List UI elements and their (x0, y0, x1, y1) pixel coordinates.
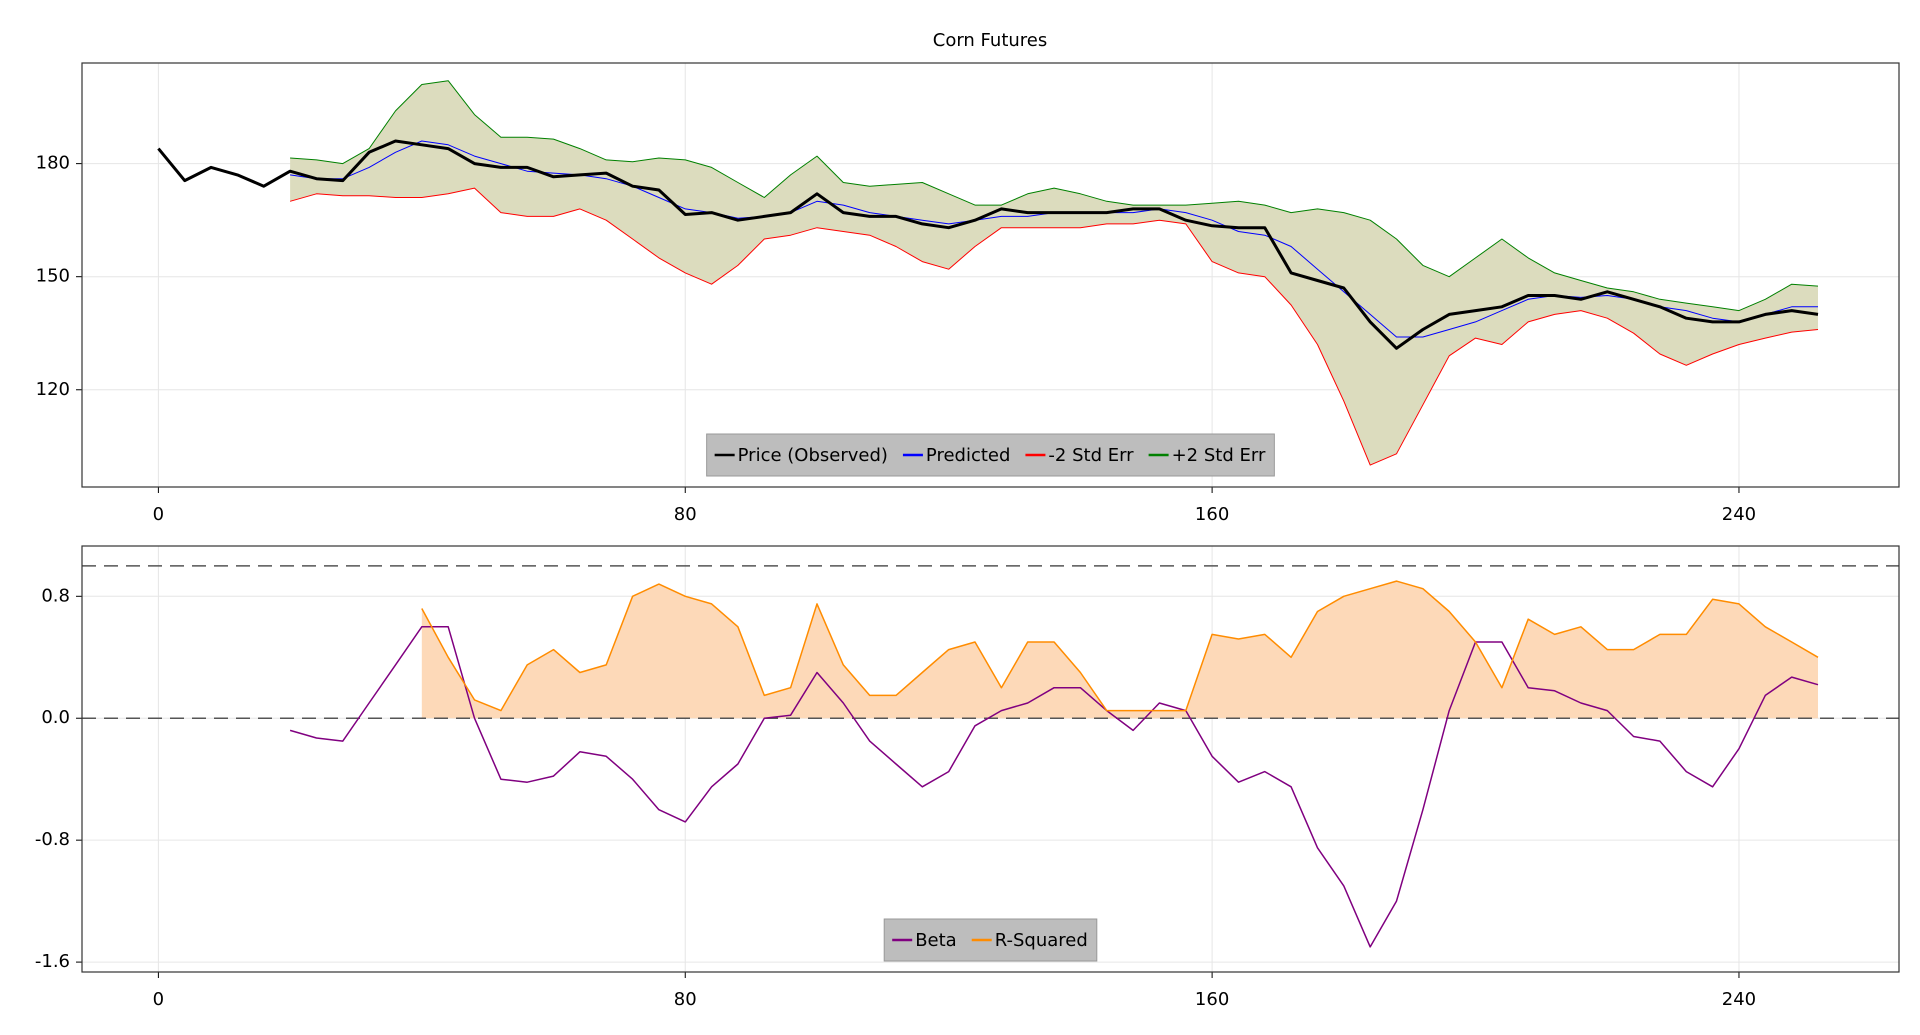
legend-label: Beta (915, 930, 957, 951)
plot-frame (81, 545, 1900, 973)
x-tick-label: 240 (1722, 504, 1756, 525)
legend-box (706, 433, 1275, 477)
y-tick-label: 0.0 (41, 707, 70, 728)
x-tick-label: 240 (1722, 989, 1756, 1010)
x-tick-label: 0 (153, 989, 164, 1010)
legend-label: R-Squared (995, 930, 1088, 951)
x-tick-label: 80 (674, 989, 697, 1010)
legend-label: -2 Std Err (1048, 445, 1134, 466)
series-line (157, 139, 1819, 350)
subplot: 0 80 160 240 -1.6 -0.8 0.0 0.8 Beta R-Squared (35, 545, 1900, 1010)
area-fill (421, 581, 1818, 719)
x-tick-label: 80 (674, 504, 697, 525)
x-tick-label: 160 (1195, 989, 1229, 1010)
y-tick-label: 120 (36, 379, 70, 400)
x-tick-label: 0 (153, 504, 164, 525)
band-fill (290, 80, 1818, 466)
chart-title: Corn Futures (933, 30, 1048, 51)
plot-frame (81, 62, 1900, 488)
legend-label: Predicted (926, 445, 1011, 466)
y-tick-label: -1.6 (35, 951, 70, 972)
y-tick-label: 0.8 (41, 585, 70, 606)
y-tick-label: 180 (36, 153, 70, 174)
series-line (421, 580, 1819, 712)
y-tick-label: 150 (36, 266, 70, 287)
legend: Beta R-Squared (883, 918, 1098, 962)
series-line (290, 80, 1819, 312)
legend-label: +2 Std Err (1172, 445, 1266, 466)
subplot: 0 80 160 240 120 150 180 Price (Observed) Predic… (36, 62, 1900, 525)
y-tick-label: -0.8 (35, 829, 70, 850)
series-line (289, 626, 1819, 948)
series-line (289, 187, 1819, 466)
x-tick-label: 160 (1195, 504, 1229, 525)
legend-label: Price (Observed) (738, 445, 888, 466)
legend: Price (Observed) Predicted -2 Std Err +2 St… (706, 433, 1275, 477)
